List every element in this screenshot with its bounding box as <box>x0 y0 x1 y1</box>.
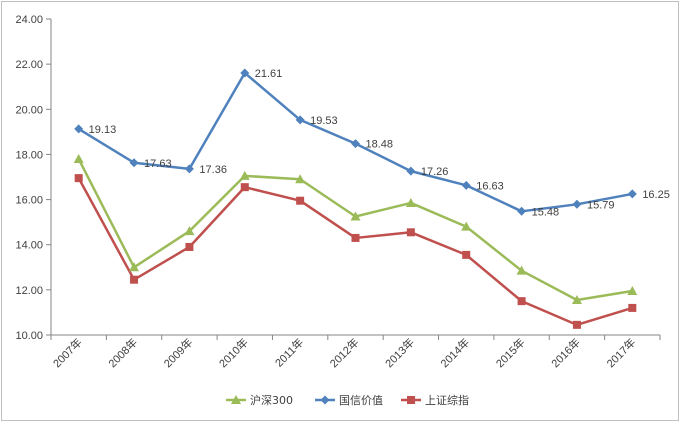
data-point <box>73 153 84 163</box>
data-point <box>405 197 416 207</box>
data-point <box>185 242 194 251</box>
data-labels: 19.13 17.63 17.36 21.61 19.53 18.48 17.26 16.63… <box>89 68 670 218</box>
series-lines <box>77 71 633 327</box>
data-point <box>572 320 581 329</box>
x-tick-label: 2007年 <box>50 335 85 370</box>
y-tick-label: 24.00 <box>15 14 43 26</box>
series-line <box>77 158 633 302</box>
data-point <box>295 174 306 184</box>
x-tick-label: 2011年 <box>272 335 306 369</box>
data-point <box>516 265 527 275</box>
x-tick-label: 2012年 <box>327 335 362 370</box>
data-label: 21.61 <box>255 68 283 80</box>
y-tick-label: 12.00 <box>15 285 43 297</box>
data-point <box>129 158 139 168</box>
y-tick-label: 14.00 <box>15 240 43 252</box>
data-point <box>461 221 472 231</box>
data-point <box>240 183 249 192</box>
x-tick-label: 2014年 <box>437 335 472 370</box>
y-tick-label: 18.00 <box>15 149 43 161</box>
data-point <box>627 189 637 199</box>
y-axis-tick-labels: 10.00 12.00 14.00 16.00 18.00 20.00 22.00 24.00 <box>15 14 43 342</box>
data-label: 16.25 <box>642 189 670 201</box>
y-tick-label: 16.00 <box>15 195 43 207</box>
legend: 沪深300 国信价值 上证综指 <box>226 393 469 407</box>
data-label: 16.63 <box>476 180 504 192</box>
data-point <box>296 196 305 205</box>
legend-marker <box>320 395 330 405</box>
data-point <box>184 164 194 174</box>
x-tick-label: 2008年 <box>105 335 140 370</box>
y-tick-label: 22.00 <box>15 59 43 71</box>
data-point <box>406 228 415 237</box>
data-label: 17.26 <box>421 166 449 178</box>
data-point <box>74 124 84 134</box>
data-label: 19.53 <box>310 115 338 127</box>
legend-label: 沪深300 <box>250 393 293 407</box>
x-tick-label: 2009年 <box>161 335 196 370</box>
data-point <box>184 226 195 236</box>
x-axis-tick-labels: 2007年 2008年 2009年 2010年 2011年 2012年 2013年 2014年… <box>50 335 639 370</box>
data-point <box>130 275 139 284</box>
data-point <box>351 233 360 242</box>
data-point <box>462 250 471 259</box>
data-point <box>517 206 527 216</box>
data-label: 15.48 <box>532 206 560 218</box>
data-label: 15.79 <box>587 199 615 211</box>
x-tick-label: 2015年 <box>493 335 528 370</box>
data-label: 17.36 <box>199 164 227 176</box>
y-tick-label: 10.00 <box>15 330 43 342</box>
x-tick-label: 2016年 <box>548 335 583 370</box>
data-point <box>295 115 305 125</box>
data-label: 17.63 <box>144 158 172 170</box>
legend-label: 上证综指 <box>425 393 469 407</box>
x-tick-label: 2013年 <box>382 335 417 370</box>
data-point <box>74 174 83 183</box>
legend-label: 国信价值 <box>339 394 383 407</box>
data-label: 18.48 <box>366 139 394 151</box>
data-point <box>628 303 637 312</box>
data-point <box>350 211 361 221</box>
data-point <box>572 199 582 209</box>
data-point <box>517 297 526 306</box>
axes <box>46 18 661 340</box>
x-tick-label: 2010年 <box>216 335 251 370</box>
data-label: 19.13 <box>89 124 117 136</box>
data-point <box>129 262 140 272</box>
data-point <box>351 139 360 149</box>
data-point <box>239 170 250 180</box>
y-tick-label: 20.00 <box>15 104 43 116</box>
data-point <box>461 180 471 190</box>
data-point <box>240 68 250 78</box>
legend-marker <box>407 396 415 404</box>
series-markers <box>73 68 638 329</box>
series-line <box>77 177 633 327</box>
data-point <box>627 285 638 295</box>
x-tick-label: 2017年 <box>603 335 638 370</box>
legend-marker <box>231 395 241 404</box>
data-point <box>406 166 416 176</box>
data-point <box>571 295 582 305</box>
